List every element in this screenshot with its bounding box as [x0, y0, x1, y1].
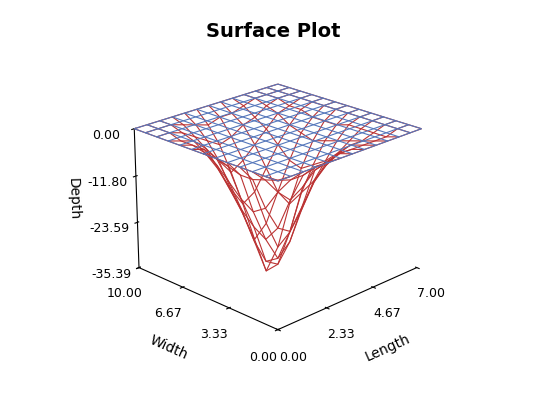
X-axis label: Length: Length — [363, 332, 412, 364]
Title: Surface Plot: Surface Plot — [207, 22, 341, 41]
Y-axis label: Width: Width — [147, 333, 190, 363]
